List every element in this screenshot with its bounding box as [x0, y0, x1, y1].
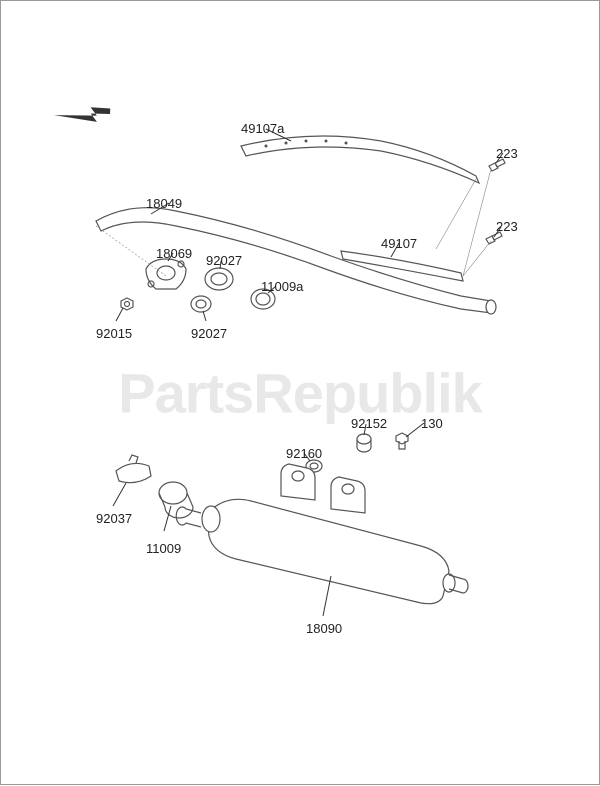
label-92027a: 92027	[206, 253, 242, 268]
label-49107a: 49107a	[241, 121, 284, 136]
label-92027b: 92027	[191, 326, 227, 341]
label-223a: 223	[496, 146, 518, 161]
diagram-svg	[1, 1, 600, 786]
label-18069: 18069	[156, 246, 192, 261]
label-92015: 92015	[96, 326, 132, 341]
label-223b: 223	[496, 219, 518, 234]
direction-arrow	[54, 96, 113, 135]
label-18090: 18090	[306, 621, 342, 636]
part-nut-92015	[116, 298, 133, 321]
part-muffler-body	[176, 464, 468, 616]
label-130: 130	[421, 416, 443, 431]
label-92160: 92160	[286, 446, 322, 461]
part-bolt-130	[396, 423, 424, 449]
label-18049: 18049	[146, 196, 182, 211]
label-49107: 49107	[381, 236, 417, 251]
label-11009a: 11009a	[261, 279, 303, 294]
label-92037: 92037	[96, 511, 132, 526]
part-clamp-92037	[113, 455, 151, 506]
diagram-container: PartsRepublik	[0, 0, 600, 785]
label-92152: 92152	[351, 416, 387, 431]
part-collar-92027b	[191, 296, 211, 321]
part-heat-shield-upper	[241, 129, 479, 183]
label-11009: 11009	[146, 541, 181, 556]
